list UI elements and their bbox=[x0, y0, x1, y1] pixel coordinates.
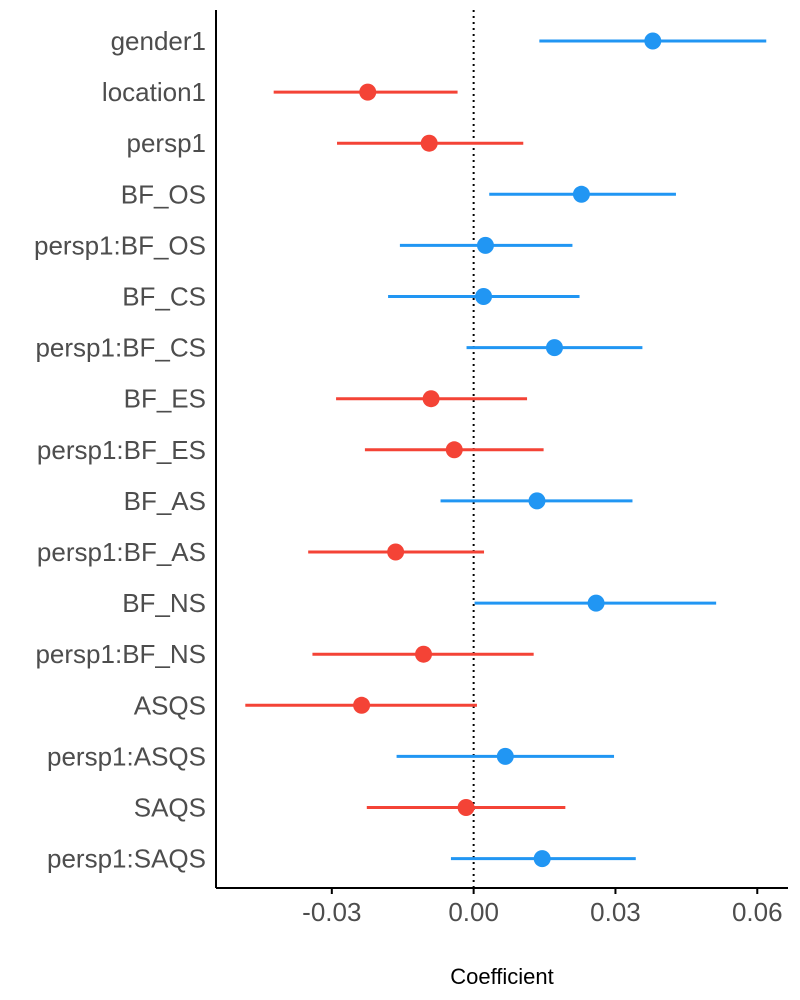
y-tick-label: SAQS bbox=[134, 793, 206, 823]
coefficient-point bbox=[476, 236, 494, 254]
coefficient-point bbox=[353, 696, 371, 714]
coefficient-point bbox=[422, 390, 440, 408]
y-tick-label: BF_OS bbox=[121, 179, 206, 209]
coefficient-point bbox=[387, 543, 405, 561]
y-tick-label: persp1:BF_OS bbox=[34, 230, 206, 260]
coefficient-point bbox=[533, 850, 551, 868]
coefficient-point bbox=[475, 288, 493, 305]
coefficient-point bbox=[545, 339, 563, 357]
coefficient-point bbox=[445, 441, 463, 459]
coefficient-point bbox=[587, 594, 605, 612]
y-tick-label: ASQS bbox=[134, 690, 206, 720]
y-tick-label: location1 bbox=[102, 77, 206, 107]
x-tick-label: -0.03 bbox=[302, 897, 361, 927]
y-tick-label: BF_NS bbox=[122, 588, 206, 618]
y-tick-label: persp1:BF_AS bbox=[37, 537, 206, 567]
coefficient-point bbox=[457, 799, 475, 816]
x-axis-title: Coefficient bbox=[450, 964, 554, 989]
coefficient-point bbox=[572, 185, 590, 203]
x-tick-label: 0.03 bbox=[590, 897, 641, 927]
y-tick-label: BF_ES bbox=[124, 384, 206, 414]
x-axis-ticks: -0.03 0.00 0.03 0.06 bbox=[302, 888, 783, 927]
y-tick-label: persp1:BF_ES bbox=[37, 435, 206, 465]
x-tick-label: 0.00 bbox=[448, 897, 499, 927]
coefficient-point bbox=[415, 645, 433, 663]
y-tick-label: persp1:BF_CS bbox=[35, 333, 206, 363]
coefficient-point bbox=[420, 134, 438, 152]
y-tick-label: BF_CS bbox=[122, 282, 206, 312]
y-tick-label: BF_AS bbox=[124, 486, 206, 516]
coefficient-point bbox=[496, 747, 514, 765]
y-axis-labels: gender1 location1 persp1 BF_OS persp1:BF_OS B… bbox=[34, 26, 206, 874]
y-tick-label: gender1 bbox=[111, 26, 206, 56]
y-tick-label: persp1:SAQS bbox=[47, 844, 206, 874]
x-tick-label: 0.06 bbox=[732, 897, 783, 927]
coefficient-point bbox=[528, 492, 546, 510]
y-tick-label: persp1 bbox=[127, 128, 207, 158]
y-tick-label: persp1:ASQS bbox=[47, 741, 206, 771]
y-tick-label: persp1:BF_NS bbox=[35, 639, 206, 669]
coefficient-point bbox=[644, 32, 662, 50]
coefficient-point bbox=[359, 83, 377, 101]
coefficient-marks bbox=[245, 32, 767, 868]
